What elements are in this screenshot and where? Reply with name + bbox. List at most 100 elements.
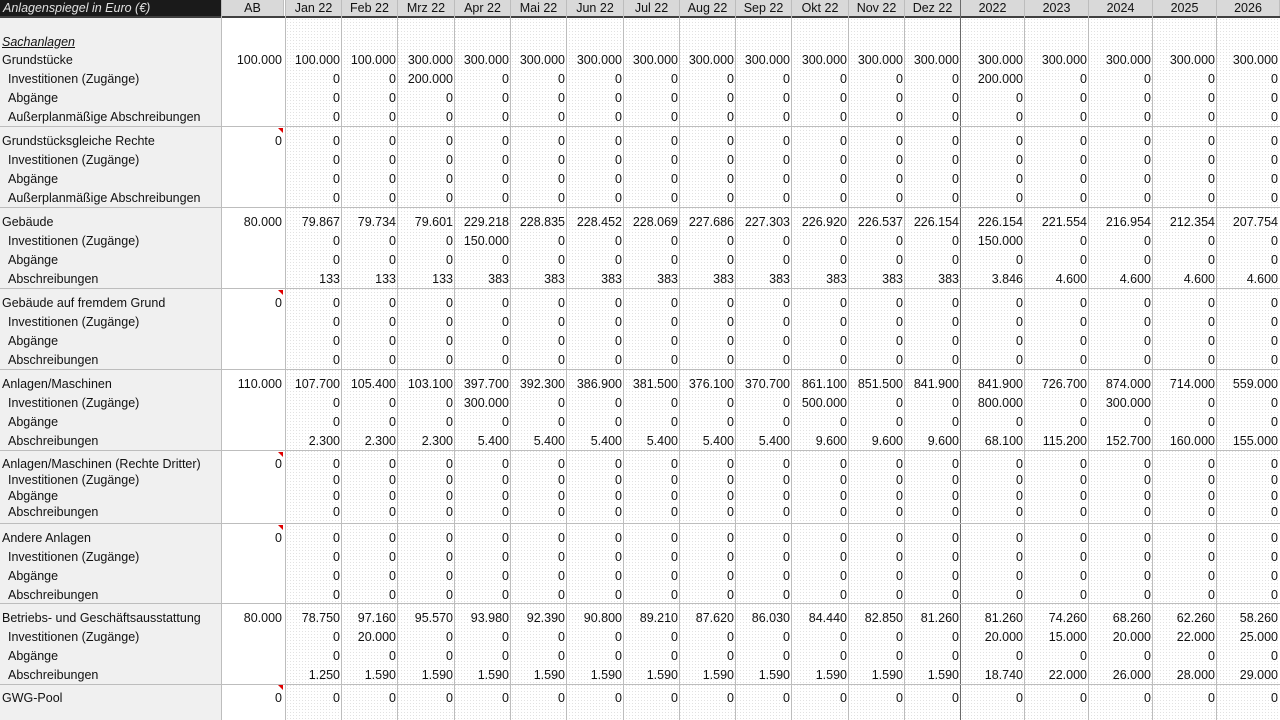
value-cell[interactable]: 207.754: [1232, 215, 1278, 229]
value-cell[interactable]: 0: [502, 110, 509, 124]
value-cell[interactable]: 0: [1080, 649, 1087, 663]
value-cell[interactable]: 0: [783, 296, 790, 310]
value-cell[interactable]: 381.500: [632, 377, 678, 391]
value-cell[interactable]: 0: [333, 396, 340, 410]
value-cell[interactable]: 0: [1080, 691, 1087, 705]
value-cell[interactable]: 0: [896, 396, 903, 410]
value-cell[interactable]: 383: [544, 272, 565, 286]
value-cell[interactable]: 0: [671, 110, 678, 124]
value-cell[interactable]: 0: [1080, 253, 1087, 267]
value-cell[interactable]: 0: [1271, 569, 1278, 583]
value-cell[interactable]: 0: [840, 505, 847, 519]
value-cell[interactable]: 0: [896, 630, 903, 644]
value-cell[interactable]: 0: [389, 396, 396, 410]
value-cell[interactable]: 1.590: [590, 668, 622, 682]
value-cell[interactable]: 81.260: [984, 611, 1023, 625]
value-cell[interactable]: 228.835: [519, 215, 565, 229]
value-cell[interactable]: 0: [952, 91, 959, 105]
value-cell[interactable]: 386.900: [576, 377, 622, 391]
value-cell[interactable]: 0: [1208, 172, 1215, 186]
value-cell[interactable]: 0: [446, 296, 453, 310]
value-cell[interactable]: 0: [1208, 234, 1215, 248]
value-cell[interactable]: 0: [671, 91, 678, 105]
column-header[interactable]: Jul 22: [624, 0, 680, 16]
value-cell[interactable]: 0: [389, 191, 396, 205]
value-cell[interactable]: 0: [840, 457, 847, 471]
value-cell[interactable]: 0: [1144, 473, 1151, 487]
value-cell[interactable]: 0: [333, 296, 340, 310]
value-cell[interactable]: 0: [783, 353, 790, 367]
value-cell[interactable]: 0: [840, 334, 847, 348]
value-cell[interactable]: 0: [502, 691, 509, 705]
value-cell[interactable]: 0: [1144, 110, 1151, 124]
value-cell[interactable]: 0: [727, 505, 734, 519]
value-cell[interactable]: 0: [1208, 649, 1215, 663]
value-cell[interactable]: 20.000: [1112, 630, 1151, 644]
value-cell[interactable]: 0: [1080, 191, 1087, 205]
value-cell[interactable]: 0: [727, 457, 734, 471]
group-label[interactable]: GWG-Pool: [2, 691, 63, 705]
value-cell[interactable]: 0: [502, 353, 509, 367]
value-cell[interactable]: 0: [952, 72, 959, 86]
value-cell[interactable]: 82.850: [864, 611, 903, 625]
value-cell[interactable]: 0: [896, 296, 903, 310]
value-cell[interactable]: 0: [1144, 315, 1151, 329]
value-cell[interactable]: 84.440: [808, 611, 847, 625]
value-cell[interactable]: 0: [1080, 473, 1087, 487]
value-cell[interactable]: 0: [615, 296, 622, 310]
value-cell[interactable]: 0: [896, 473, 903, 487]
value-cell[interactable]: 0: [1080, 72, 1087, 86]
row-label[interactable]: Investitionen (Zugänge): [8, 396, 140, 410]
value-cell[interactable]: 0: [615, 396, 622, 410]
value-cell[interactable]: 0: [727, 415, 734, 429]
value-cell[interactable]: 0: [896, 649, 903, 663]
value-cell[interactable]: 0: [1144, 457, 1151, 471]
value-cell[interactable]: 89.210: [639, 611, 678, 625]
value-cell[interactable]: 0: [558, 72, 565, 86]
value-cell[interactable]: 0: [671, 334, 678, 348]
value-cell[interactable]: 0: [840, 550, 847, 564]
value-cell[interactable]: 0: [333, 649, 340, 663]
value-cell[interactable]: 0: [671, 353, 678, 367]
value-cell[interactable]: 0: [671, 457, 678, 471]
value-cell[interactable]: 0: [615, 334, 622, 348]
value-cell[interactable]: 0: [615, 234, 622, 248]
value-cell[interactable]: 0: [1144, 531, 1151, 545]
value-cell[interactable]: 0: [446, 396, 453, 410]
value-cell[interactable]: 0: [1016, 315, 1023, 329]
value-cell[interactable]: 300.000: [1232, 53, 1278, 67]
ab-cell[interactable]: 0: [275, 134, 282, 148]
value-cell[interactable]: 0: [502, 172, 509, 186]
value-cell[interactable]: 0: [389, 649, 396, 663]
value-cell[interactable]: 0: [389, 550, 396, 564]
value-cell[interactable]: 105.400: [350, 377, 396, 391]
value-cell[interactable]: 0: [840, 649, 847, 663]
column-header[interactable]: Jan 22: [286, 0, 342, 16]
value-cell[interactable]: 0: [896, 334, 903, 348]
value-cell[interactable]: 0: [615, 315, 622, 329]
column-header[interactable]: Mai 22: [511, 0, 567, 16]
value-cell[interactable]: 0: [952, 505, 959, 519]
value-cell[interactable]: 0: [333, 691, 340, 705]
value-cell[interactable]: 0: [1271, 415, 1278, 429]
value-cell[interactable]: 0: [840, 415, 847, 429]
value-cell[interactable]: 0: [671, 473, 678, 487]
value-cell[interactable]: 0: [840, 134, 847, 148]
value-cell[interactable]: 300.000: [632, 53, 678, 67]
value-cell[interactable]: 0: [840, 588, 847, 602]
value-cell[interactable]: 300.000: [576, 53, 622, 67]
value-cell[interactable]: 0: [389, 353, 396, 367]
value-cell[interactable]: 0: [671, 296, 678, 310]
value-cell[interactable]: 0: [896, 110, 903, 124]
value-cell[interactable]: 0: [333, 191, 340, 205]
column-header[interactable]: Feb 22: [342, 0, 398, 16]
value-cell[interactable]: 150.000: [463, 234, 509, 248]
value-cell[interactable]: 370.700: [744, 377, 790, 391]
value-cell[interactable]: 0: [1271, 191, 1278, 205]
value-cell[interactable]: 0: [671, 505, 678, 519]
value-cell[interactable]: 0: [727, 489, 734, 503]
row-label[interactable]: Abgänge: [8, 91, 59, 105]
value-cell[interactable]: 0: [446, 172, 453, 186]
value-cell[interactable]: 0: [389, 334, 396, 348]
ab-cell[interactable]: 0: [275, 457, 282, 471]
